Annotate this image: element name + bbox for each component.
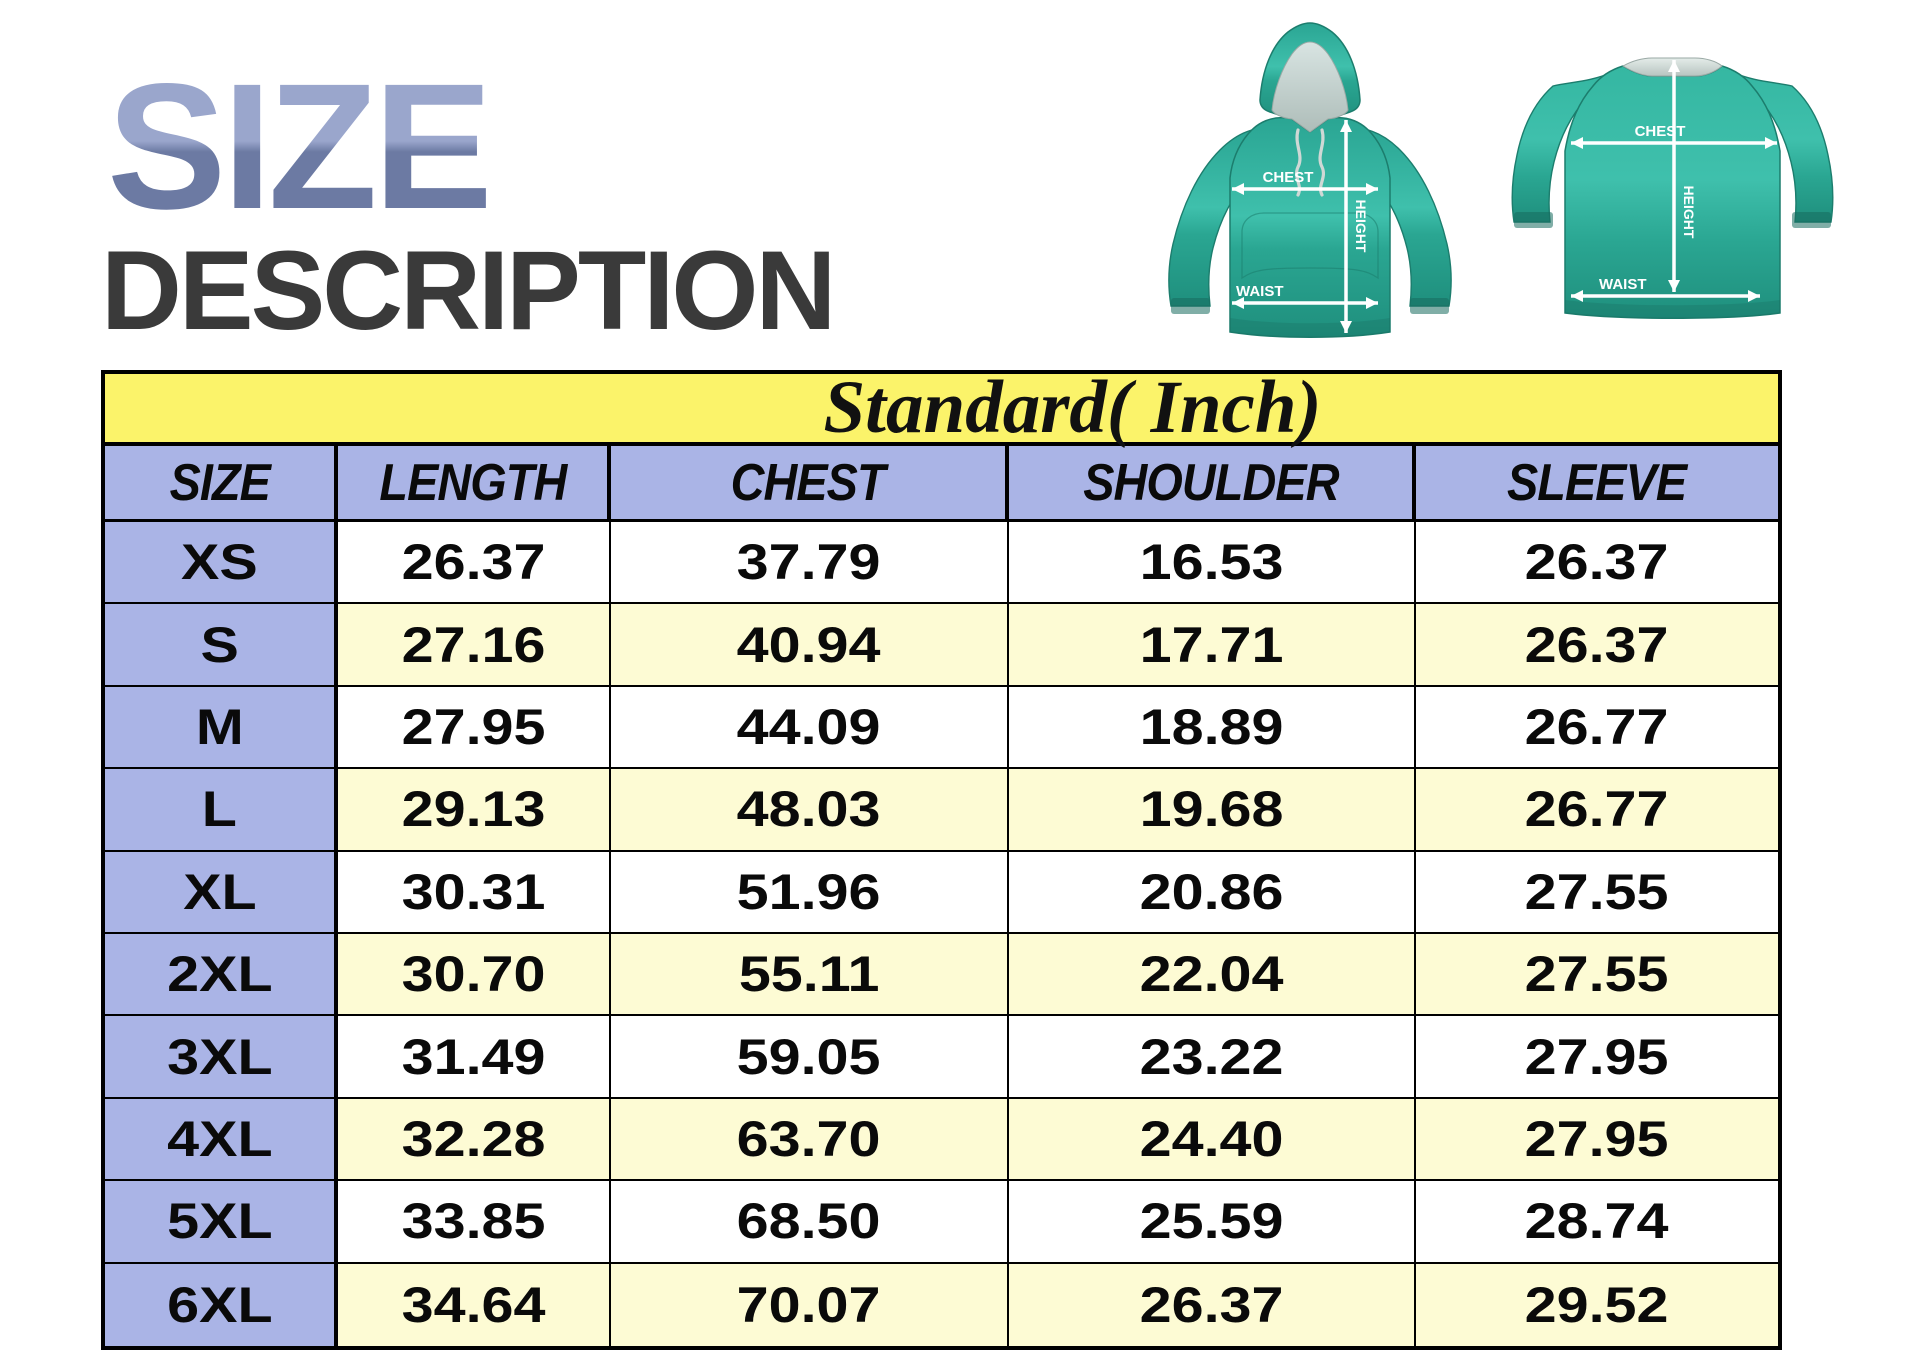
svg-text:WAIST: WAIST (1236, 283, 1284, 300)
svg-text:HEIGHT: HEIGHT (1681, 186, 1697, 239)
svg-text:CHEST: CHEST (1635, 123, 1686, 140)
svg-text:CHEST: CHEST (1263, 169, 1314, 186)
svg-text:HEIGHT: HEIGHT (1353, 200, 1369, 253)
svg-text:WAIST: WAIST (1599, 276, 1647, 293)
